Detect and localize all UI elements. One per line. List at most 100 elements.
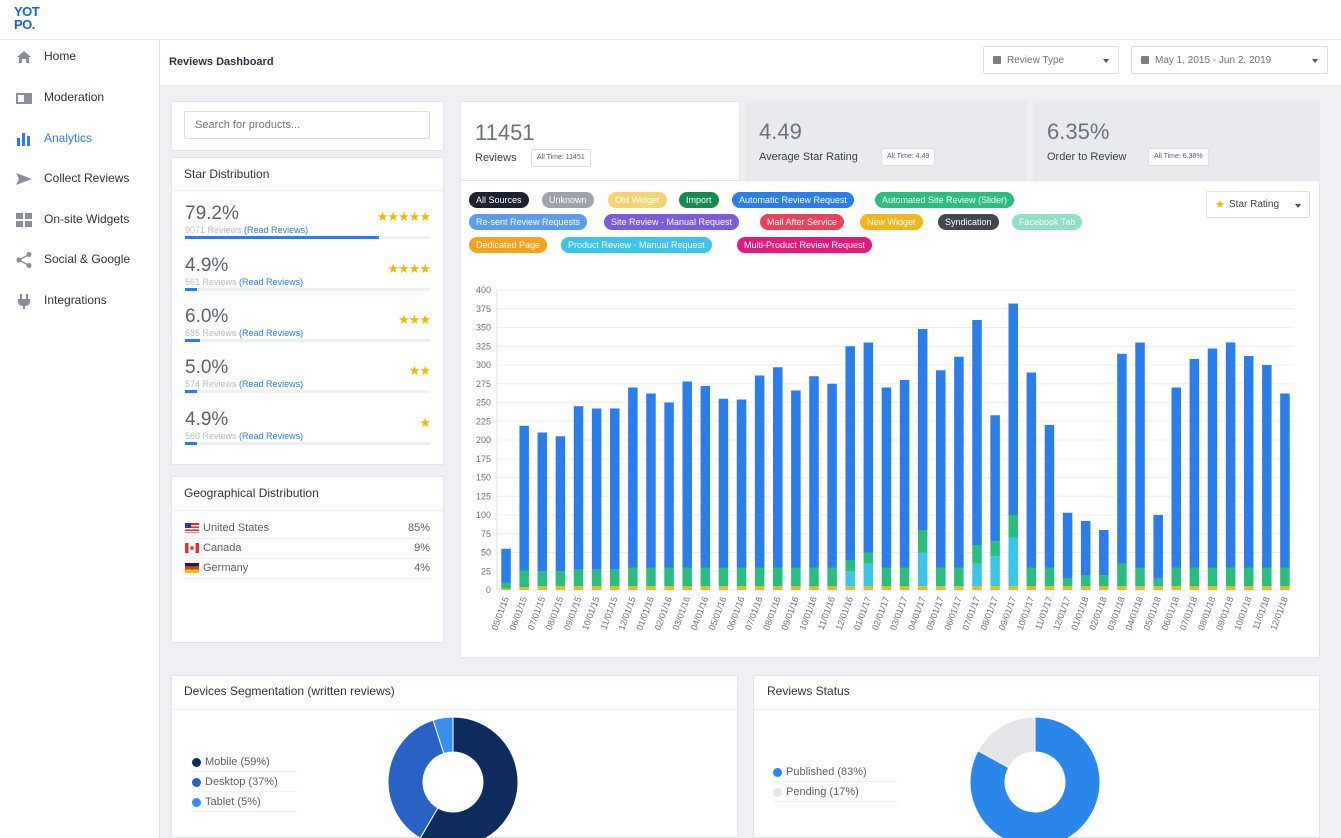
- star-distribution-title: Star Distribution: [184, 167, 270, 181]
- sidebar-item-label: Moderation: [44, 90, 105, 104]
- geo-country: Canada: [203, 542, 242, 554]
- calendar-icon: [1141, 56, 1149, 64]
- sidebar-item-integrations[interactable]: Integrations: [0, 288, 160, 314]
- star-percent: 79.2%: [185, 203, 239, 224]
- legend-item-tablet: Tablet (5%): [192, 794, 297, 812]
- sidebar-item-on-site-widgets[interactable]: On-site Widgets: [0, 207, 160, 233]
- sidebar-item-label: Integrations: [44, 293, 107, 307]
- review-type-dropdown[interactable]: Review Type: [983, 46, 1119, 74]
- kpi-label: Average Star Rating: [759, 151, 858, 163]
- source-filter-pill[interactable]: Re-sent Review Requests: [469, 214, 588, 230]
- stars-icon: ★★★: [398, 312, 431, 327]
- star-bar-track: [185, 236, 430, 239]
- reviews-status-card: [753, 675, 1320, 838]
- sidebar-item-moderation[interactable]: Moderation: [0, 85, 160, 111]
- star-rating-dropdown[interactable]: ★ Star Rating: [1206, 191, 1310, 218]
- legend-dot: [192, 758, 201, 767]
- legend-item-pending: Pending (17%): [773, 784, 898, 802]
- kpi-average-star-rating[interactable]: 4.49 Average Star Rating All Time: 4.49: [745, 101, 1027, 181]
- send-icon: [16, 173, 32, 185]
- widgets-icon: [16, 213, 32, 227]
- product-search-input[interactable]: [184, 111, 430, 139]
- star-rating-label: Star Rating: [1229, 199, 1280, 210]
- kpi-badge: All Time: 6.38%: [1148, 148, 1209, 166]
- geo-distribution-title: Geographical Distribution: [184, 486, 319, 500]
- star-percent: 4.9%: [185, 409, 229, 430]
- star-bar-fill: [185, 390, 198, 393]
- legend-item-published: Published (83%): [773, 764, 898, 782]
- kpi-order-to-review[interactable]: 6.35% Order to Review All Time: 6.38%: [1033, 101, 1320, 181]
- source-filter-pill[interactable]: Product Review - Manual Request: [561, 237, 712, 253]
- top-bar: YOT PO.: [0, 0, 1341, 40]
- star-percent: 5.0%: [185, 357, 229, 378]
- stars-icon: ★★★★: [387, 261, 431, 276]
- source-filter-pill[interactable]: All Sources: [469, 192, 529, 208]
- star-row: 4.9% 561 Reviews (Read Reviews) ★★★★: [185, 255, 431, 299]
- source-filter-pill[interactable]: Old Widget: [608, 192, 667, 208]
- kpi-label: Order to Review: [1047, 151, 1127, 163]
- kpi-reviews[interactable]: 11451 Reviews All Time: 11451: [460, 101, 740, 181]
- source-filter-pill[interactable]: Syndication: [938, 214, 999, 230]
- chevron-down-icon: [1103, 59, 1109, 63]
- star-distribution-card: [171, 157, 444, 465]
- sidebar-item-label: On-site Widgets: [44, 212, 130, 226]
- stars-icon: ★★★★★: [376, 209, 431, 224]
- legend-dot: [192, 778, 201, 787]
- source-filter-pill[interactable]: Import: [679, 192, 719, 208]
- source-filter-pill[interactable]: Dedicated Page: [469, 237, 548, 253]
- chevron-down-icon: [1312, 59, 1318, 63]
- source-filter-pill[interactable]: Facebook Tab: [1012, 214, 1083, 230]
- sidebar-item-label: Home: [44, 49, 77, 63]
- star-row: 4.9% 560 Reviews (Read Reviews) ★: [185, 409, 431, 453]
- kpi-badge: All Time: 11451: [531, 149, 591, 167]
- legend-label: Mobile (59%): [205, 756, 270, 768]
- stars-icon: ★: [419, 415, 431, 430]
- star-bar-track: [185, 442, 430, 445]
- reviews-status-title: Reviews Status: [767, 684, 850, 698]
- chevron-down-icon: [1295, 204, 1301, 208]
- yotpo-logo[interactable]: YOT PO.: [14, 4, 40, 32]
- kpi-label: Reviews: [475, 152, 517, 164]
- sidebar-item-social-google[interactable]: Social & Google: [0, 247, 160, 273]
- kpi-value: 11451: [475, 120, 535, 145]
- legend-item-mobile: Mobile (59%): [192, 754, 297, 772]
- source-filter-pill[interactable]: Site Review - Manual Request: [604, 214, 740, 230]
- star-bar-fill: [185, 442, 197, 445]
- geo-distribution-card: [171, 476, 444, 643]
- legend-dot: [773, 788, 782, 797]
- geo-value: 4%: [414, 562, 430, 574]
- sidebar-item-collect-reviews[interactable]: Collect Reviews: [0, 166, 160, 192]
- star-bar-fill: [185, 288, 197, 291]
- geo-value: 85%: [407, 522, 430, 534]
- source-filter-pill[interactable]: Automated Site Review (Slider): [875, 192, 1015, 208]
- star-icon: ★: [1215, 199, 1225, 211]
- page-title: Reviews Dashboard: [169, 56, 274, 68]
- star-bar-fill: [185, 339, 200, 342]
- sidebar-item-analytics[interactable]: Analytics: [0, 126, 160, 152]
- source-filter-pill[interactable]: Automatic Review Request: [732, 192, 855, 208]
- geo-row-canada: Canada 9%: [185, 539, 430, 559]
- source-filter-pill[interactable]: Mail After Service: [760, 214, 845, 230]
- source-filter-pill[interactable]: New Widget: [860, 214, 923, 230]
- legend-dot: [773, 768, 782, 777]
- read-reviews-link[interactable]: (Read Reviews): [239, 277, 304, 287]
- read-reviews-link[interactable]: (Read Reviews): [239, 431, 304, 441]
- source-filter-pill[interactable]: Unknown: [542, 192, 594, 208]
- sidebar-item-label: Collect Reviews: [44, 171, 130, 185]
- legend-dot: [192, 798, 201, 807]
- legend-label: Tablet (5%): [205, 796, 261, 808]
- read-reviews-link[interactable]: (Read Reviews): [239, 379, 304, 389]
- read-reviews-link[interactable]: (Read Reviews): [244, 225, 309, 235]
- us-flag-icon: [185, 523, 199, 533]
- stars-icon: ★★: [408, 363, 431, 378]
- source-filter-pill[interactable]: Multi-Product Review Request: [737, 237, 873, 253]
- star-row: 79.2% 9071 Reviews (Read Reviews) ★★★★★: [185, 203, 431, 247]
- moderation-icon: [16, 93, 32, 104]
- share-icon: [16, 252, 32, 268]
- home-icon: [17, 51, 31, 63]
- kpi-value: 6.35%: [1047, 119, 1110, 144]
- analytics-icon: [17, 133, 30, 146]
- date-range-dropdown[interactable]: May 1, 2015 - Jun 2, 2019: [1131, 46, 1328, 74]
- sidebar-item-home[interactable]: Home: [0, 44, 160, 70]
- read-reviews-link[interactable]: (Read Reviews): [239, 328, 304, 338]
